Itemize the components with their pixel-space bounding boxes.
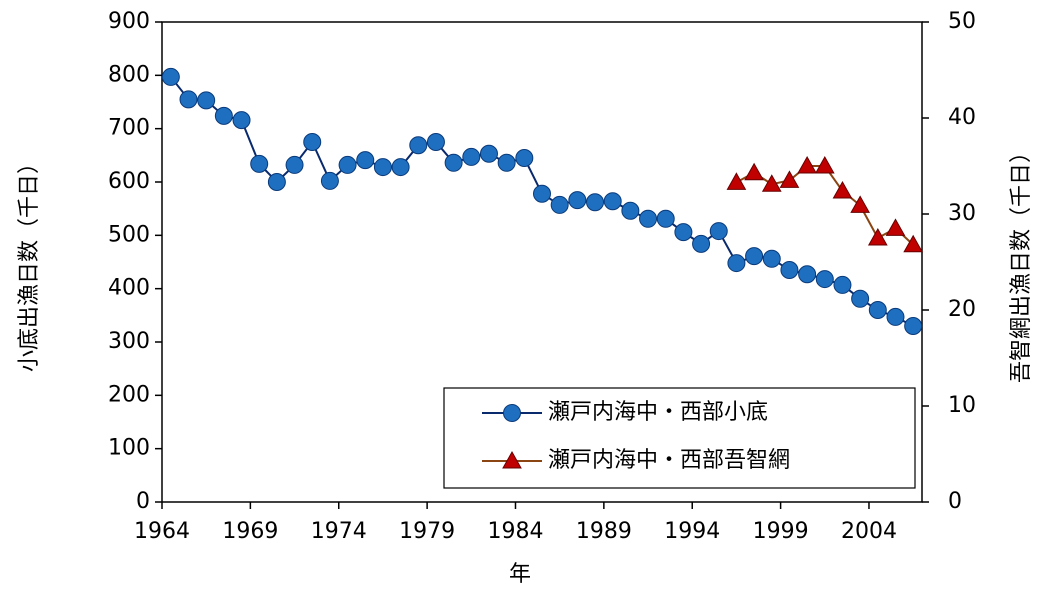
y-tick-label: 100 (108, 436, 150, 461)
point (832, 180, 853, 199)
point (338, 155, 357, 174)
point (462, 147, 481, 166)
y2-tick-label: 30 (948, 201, 976, 226)
point (391, 158, 410, 177)
point (179, 90, 198, 109)
y-tick-label: 900 (108, 9, 150, 34)
point (426, 133, 445, 151)
plot-frame (161, 21, 923, 503)
point (814, 155, 835, 174)
point (868, 301, 887, 319)
point (762, 249, 781, 268)
y2-axis-title: 吾智網出漁日数（千日） (1009, 141, 1034, 383)
y-tick-label: 500 (108, 222, 150, 247)
point (903, 234, 924, 253)
legend-box (443, 387, 916, 489)
point (479, 144, 498, 163)
point (320, 171, 339, 190)
y2-tick-label: 10 (948, 393, 976, 418)
point (267, 173, 286, 191)
point (497, 153, 516, 172)
point (851, 289, 870, 308)
point (515, 149, 534, 167)
point (356, 151, 375, 170)
point (798, 265, 817, 284)
x-tick-label: 1969 (222, 519, 278, 544)
point (232, 111, 251, 130)
point (603, 192, 622, 211)
x-tick-label: 2004 (841, 519, 897, 544)
point (621, 201, 640, 220)
legend-label: 瀬戸内海中・西部小底 (548, 400, 768, 425)
y-tick-label: 400 (108, 276, 150, 301)
y-tick-label: 600 (108, 169, 150, 194)
y-tick-label: 300 (108, 329, 150, 354)
point (409, 136, 428, 155)
y2-tick-label: 0 (948, 489, 962, 514)
point (639, 209, 658, 228)
point (797, 155, 817, 174)
point (373, 158, 392, 177)
x-tick-label: 1999 (753, 519, 809, 544)
point (904, 317, 923, 335)
point (886, 307, 905, 326)
y-tick-label: 800 (108, 62, 150, 87)
series-line (735, 165, 914, 246)
point (214, 106, 233, 125)
x-axis-title: 年 (509, 562, 531, 587)
y-tick-label: 0 (136, 489, 150, 514)
legend-marker (503, 404, 521, 422)
point (250, 154, 269, 173)
legend-label: 瀬戸内海中・西部吾智網 (548, 448, 790, 473)
point (761, 174, 782, 192)
y-axis-title: 小底出漁日数（千日） (17, 152, 42, 372)
point (303, 133, 322, 151)
point (656, 209, 675, 228)
point (833, 275, 852, 294)
point (197, 91, 216, 110)
x-tick-label: 1989 (576, 519, 632, 544)
point (533, 184, 551, 203)
point (161, 67, 180, 86)
y-tick-label: 700 (108, 116, 150, 141)
point (744, 162, 764, 181)
point (586, 193, 605, 212)
point (709, 222, 728, 241)
point (779, 170, 800, 188)
point (692, 234, 711, 253)
x-tick-label: 1964 (134, 519, 190, 544)
legend-marker (502, 450, 522, 469)
point (780, 261, 799, 279)
point (727, 254, 746, 273)
y2-tick-label: 40 (948, 105, 976, 130)
point (568, 191, 587, 210)
x-tick-label: 1984 (487, 519, 543, 544)
y2-tick-label: 20 (948, 297, 976, 322)
point (885, 218, 906, 236)
point (444, 153, 463, 172)
point (726, 172, 747, 190)
point (850, 195, 870, 213)
x-tick-label: 1974 (311, 519, 367, 544)
point (815, 270, 834, 289)
point (674, 223, 693, 242)
point (285, 155, 304, 174)
point (550, 195, 569, 214)
point (867, 227, 888, 246)
y-tick-label: 200 (108, 382, 150, 407)
x-tick-label: 1994 (664, 519, 720, 544)
y2-tick-label: 50 (948, 9, 976, 34)
point (745, 247, 764, 266)
x-tick-label: 1979 (399, 519, 455, 544)
